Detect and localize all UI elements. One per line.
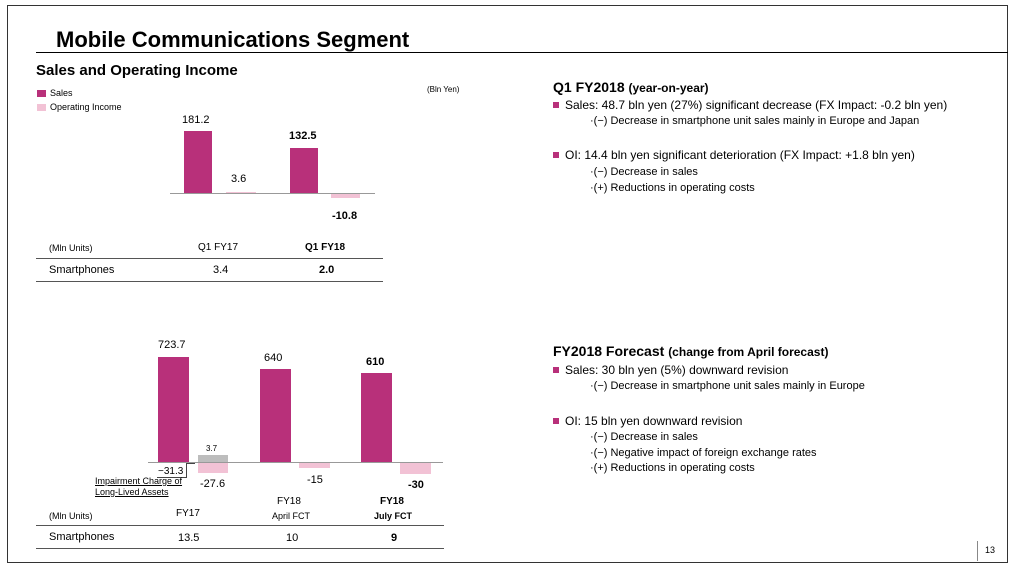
chart1-label-oi-q1fy17: 3.6 <box>231 173 247 185</box>
q1-oi-sub2: ·(+) Reductions in operating costs <box>590 182 755 194</box>
chart1-label-oi-q1fy18: -10.8 <box>332 210 358 222</box>
chart1-label-sales-q1fy18: 132.5 <box>289 130 317 142</box>
chart2-label-sales-fy17: 723.7 <box>158 339 186 351</box>
chart2-bar-oi-fy18-july <box>400 463 431 474</box>
impairment-label-line1: Impairment Charge of <box>95 476 183 486</box>
impairment-bracket <box>186 463 187 477</box>
legend-oi-swatch <box>37 103 46 111</box>
q1-oi-sub1: ·(−) Decrease in sales <box>590 166 698 178</box>
q1-sales-text: Sales: 48.7 bln yen (27%) significant de… <box>565 98 948 112</box>
table2-rule-bottom <box>36 548 444 549</box>
chart2-bar-sales-fy18-april <box>260 369 291 462</box>
chart2-bar-oi-fy17 <box>198 463 228 473</box>
impairment-label-line2: Long-Lived Assets <box>95 487 169 497</box>
table2-unit: (Mln Units) <box>49 511 93 521</box>
slide-title: Mobile Communications Segment <box>56 27 410 52</box>
table2-v1: 13.5 <box>178 532 200 544</box>
chart2-label-sales-fy18-july: 610 <box>366 356 385 368</box>
fy-sales-text: Sales: 30 bln yen (5%) downward revision <box>565 363 789 377</box>
fy-sales-sub1: ·(−) Decrease in smartphone unit sales m… <box>590 380 865 392</box>
q1-heading: Q1 FY2018 (year-on-year) <box>553 79 709 95</box>
q1-title-paren: (year-on-year) <box>628 81 709 95</box>
table1-row-label: Smartphones <box>49 264 115 276</box>
table1-rule-top <box>36 258 383 259</box>
legend-sales: Sales <box>37 88 73 98</box>
chart2-baseline <box>148 462 443 463</box>
impairment-value-below: −31.3 <box>158 466 184 477</box>
page-number: 13 <box>985 545 996 555</box>
chart2-label-oi-fy17: -27.6 <box>200 478 226 490</box>
bullet-square-icon <box>553 417 559 424</box>
q1-sales-bullet: Sales: 48.7 bln yen (27%) significant de… <box>553 98 947 112</box>
table2-col3-line1: FY18 <box>380 496 404 507</box>
table1-col-q1fy18: Q1 FY18 <box>305 242 346 253</box>
fy-oi-text: OI: 15 bln yen downward revision <box>565 414 743 428</box>
q1-oi-text: OI: 14.4 bln yen significant deteriorati… <box>565 148 915 162</box>
chart-subtitle: Sales and Operating Income <box>36 62 238 79</box>
legend-sales-label: Sales <box>50 88 73 98</box>
bullet-square-icon <box>553 151 559 158</box>
table2-rule-top <box>36 525 444 526</box>
table1-unit: (Mln Units) <box>49 243 93 253</box>
chart1-bar-sales-q1fy17 <box>184 131 212 193</box>
chart2-bar-sales-fy17 <box>158 357 189 462</box>
impairment-bracket-top <box>186 463 195 464</box>
title-rule <box>36 52 1008 53</box>
q1-title: Q1 FY2018 <box>553 79 625 95</box>
chart2-bar-oi-fy18-april <box>299 463 330 469</box>
chart2-bar-sales-fy18-july <box>361 373 392 462</box>
chart1-bar-sales-q1fy18 <box>290 147 318 193</box>
q1-sales-sub1: ·(−) Decrease in smartphone unit sales m… <box>590 115 920 127</box>
table2-row-label: Smartphones <box>49 531 115 543</box>
slide-frame <box>7 5 1008 563</box>
table2-col2-line2: April FCT <box>272 511 310 521</box>
fy-title-paren: (change from April forecast) <box>668 345 829 359</box>
table1-col-q1fy17: Q1 FY17 <box>198 242 239 253</box>
unit-bln-yen: (Bln Yen) <box>427 85 460 94</box>
table2-v2: 10 <box>286 532 299 544</box>
chart2-label-sales-fy18-april: 640 <box>264 352 283 364</box>
table1-v1: 3.4 <box>213 264 229 276</box>
fy-heading: FY2018 Forecast (change from April forec… <box>553 343 828 359</box>
fy-title: FY2018 Forecast <box>553 343 665 359</box>
fy-oi-sub3: ·(+) Reductions in operating costs <box>590 462 755 474</box>
chart1-baseline <box>170 193 375 194</box>
fy-oi-sub2: ·(−) Negative impact of foreign exchange… <box>590 447 817 459</box>
table1-v2: 2.0 <box>319 264 335 276</box>
bullet-square-icon <box>553 366 559 373</box>
chart2-label-oi-fy18-april: -15 <box>307 474 323 486</box>
fy-oi-sub1: ·(−) Decrease in sales <box>590 431 698 443</box>
chart1-label-sales-q1fy17: 181.2 <box>182 114 210 126</box>
table2-v3: 9 <box>391 532 398 544</box>
chart1-bar-oi-q1fy18 <box>331 194 360 198</box>
legend-oi: Operating Income <box>37 102 122 112</box>
table2-col1: FY17 <box>176 508 200 519</box>
page-number-divider <box>977 541 978 561</box>
table1-rule-bottom <box>36 281 383 282</box>
chart2-label-oi-fy18-july: -30 <box>408 479 424 491</box>
table2-col2-line1: FY18 <box>277 496 301 507</box>
impairment-value-above: 3.7 <box>206 444 218 453</box>
table2-col3-line2: July FCT <box>374 511 413 521</box>
q1-oi-bullet: OI: 14.4 bln yen significant deteriorati… <box>553 148 915 162</box>
impairment-underline <box>157 477 187 478</box>
chart1-bar-oi-q1fy17 <box>226 191 256 193</box>
chart2-bar-impairment-above <box>198 455 228 462</box>
legend-oi-label: Operating Income <box>50 102 122 112</box>
fy-sales-bullet: Sales: 30 bln yen (5%) downward revision <box>553 363 788 377</box>
legend-sales-swatch <box>37 89 46 97</box>
fy-oi-bullet: OI: 15 bln yen downward revision <box>553 414 742 428</box>
bullet-square-icon <box>553 101 559 108</box>
